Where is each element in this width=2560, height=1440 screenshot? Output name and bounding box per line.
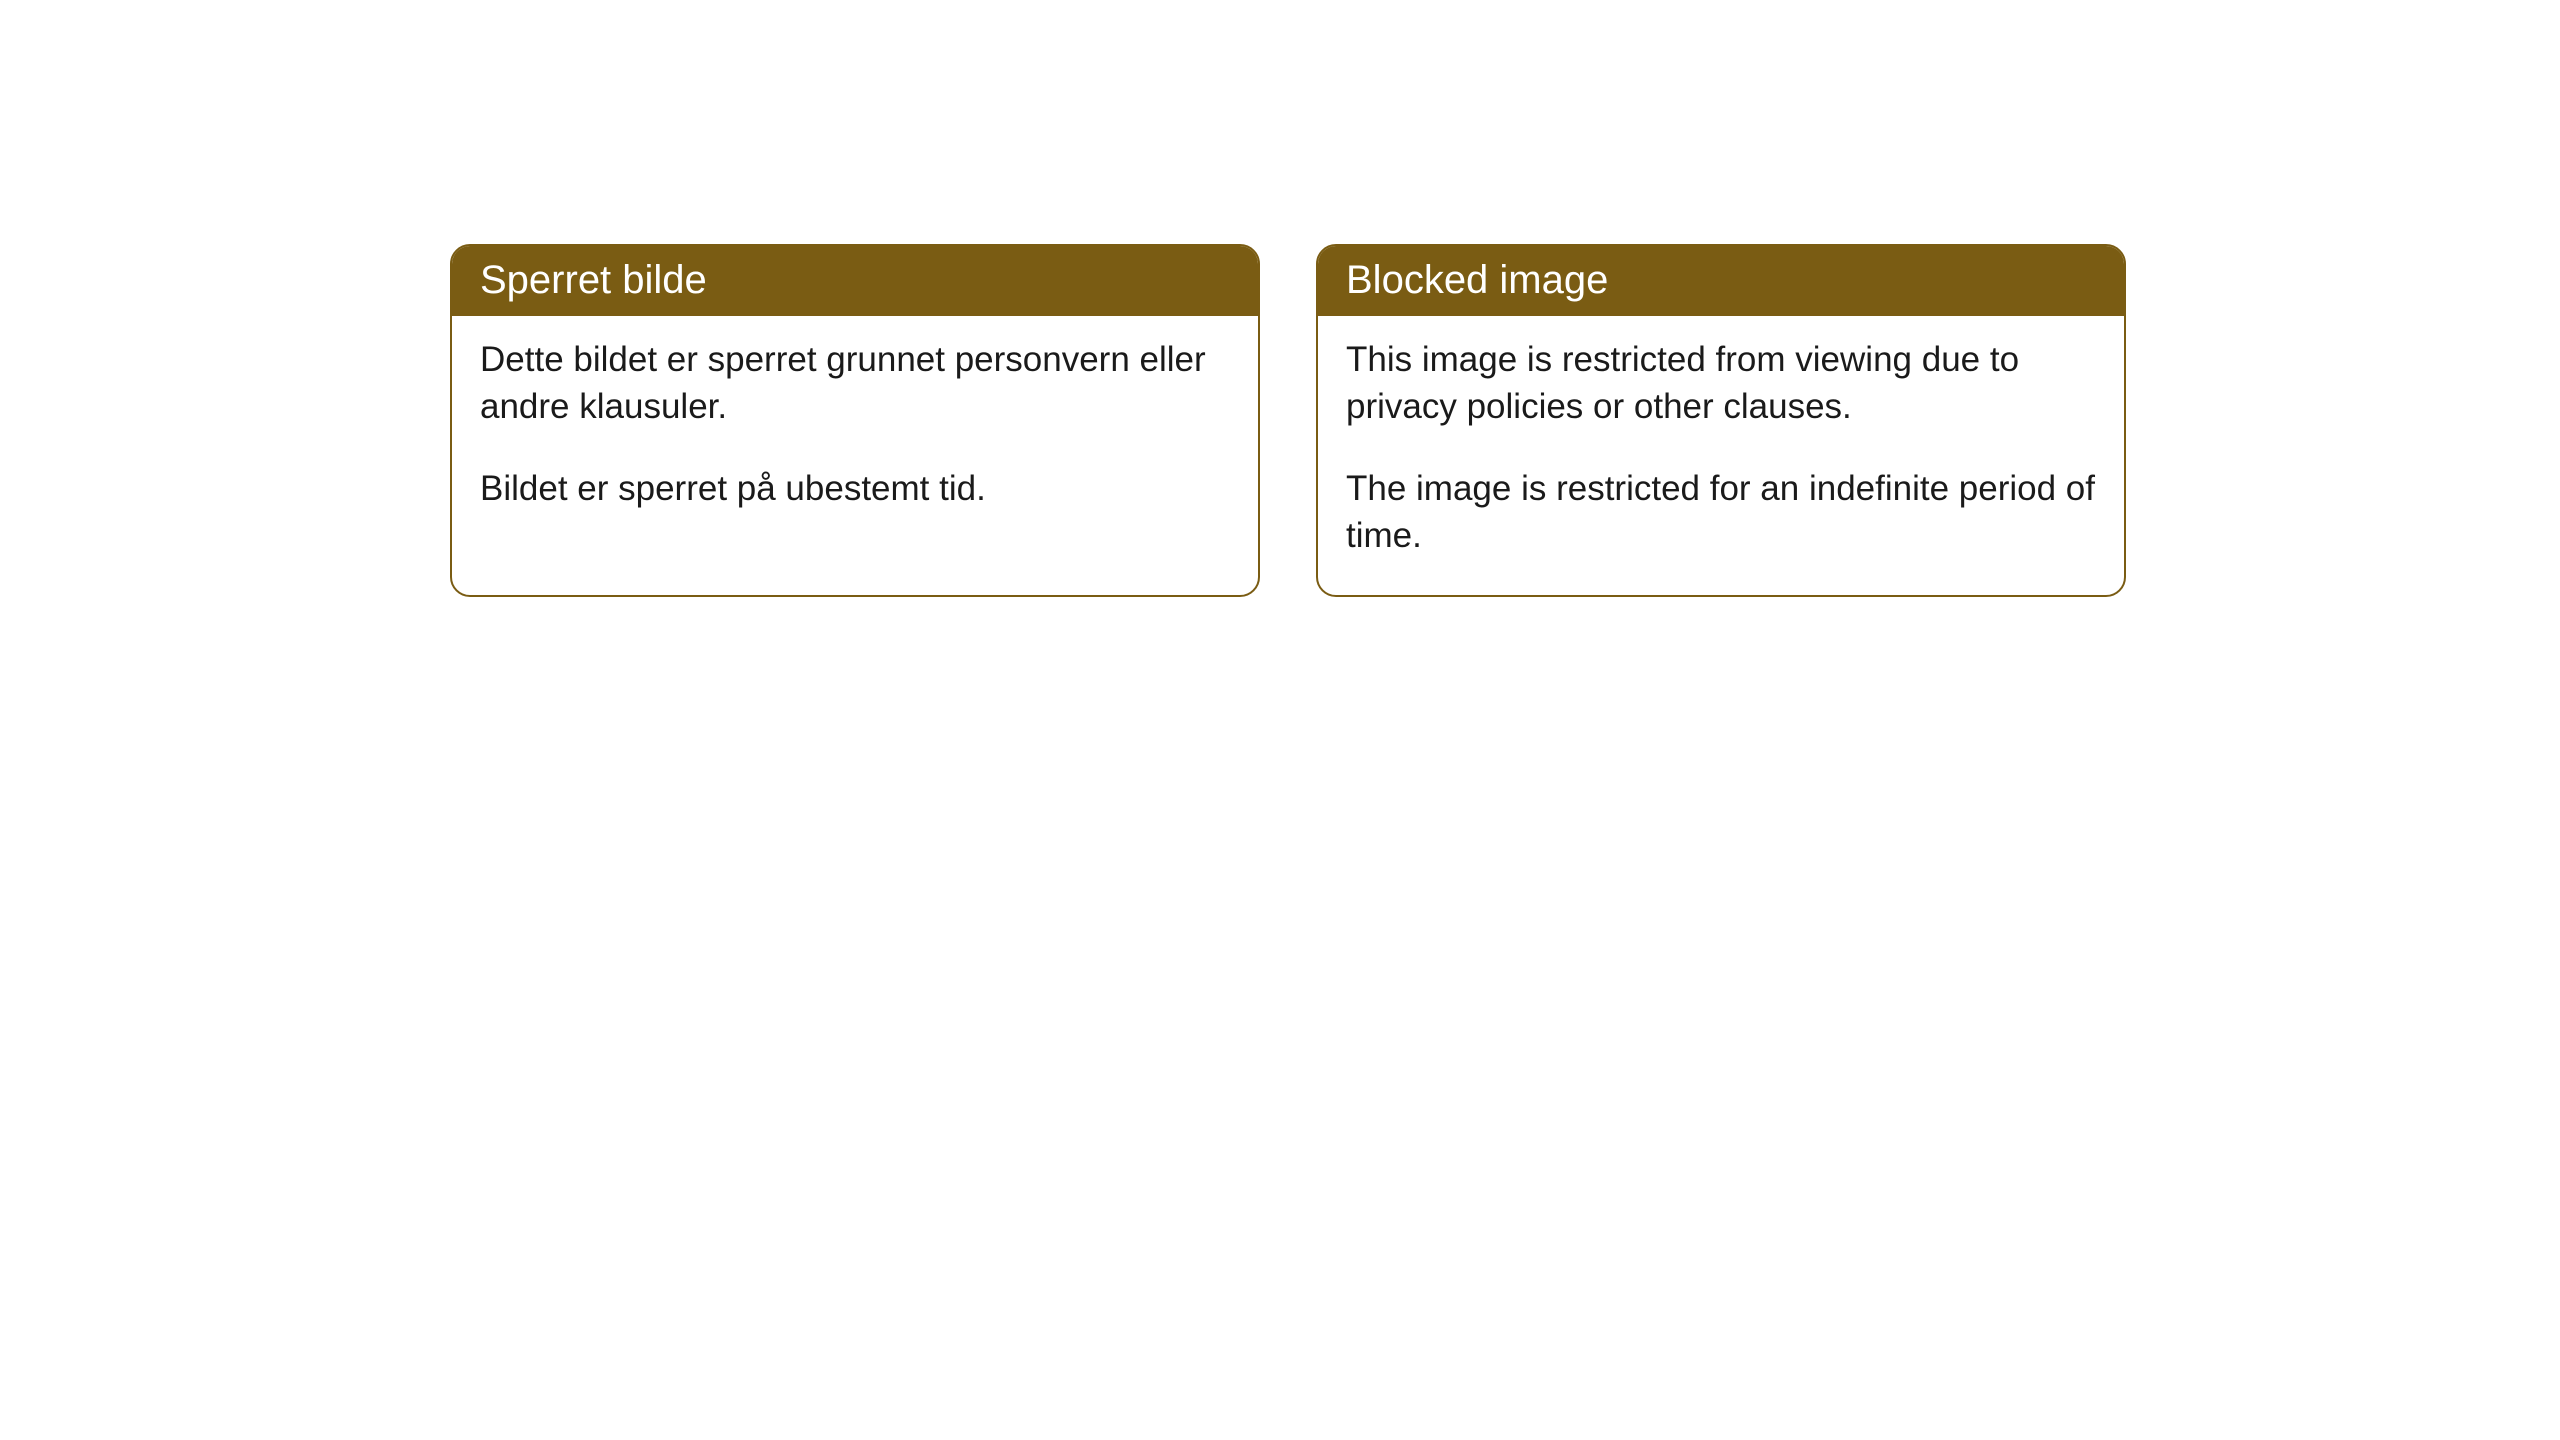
notice-card-english: Blocked image This image is restricted f…: [1316, 244, 2126, 597]
notice-paragraph: The image is restricted for an indefinit…: [1346, 465, 2096, 560]
notice-paragraph: Bildet er sperret på ubestemt tid.: [480, 465, 1230, 512]
notice-header: Sperret bilde: [452, 246, 1258, 316]
notice-header: Blocked image: [1318, 246, 2124, 316]
notice-container: Sperret bilde Dette bildet er sperret gr…: [0, 0, 2560, 597]
notice-body: Dette bildet er sperret grunnet personve…: [452, 316, 1258, 548]
notice-paragraph: Dette bildet er sperret grunnet personve…: [480, 336, 1230, 431]
notice-body: This image is restricted from viewing du…: [1318, 316, 2124, 595]
notice-card-norwegian: Sperret bilde Dette bildet er sperret gr…: [450, 244, 1260, 597]
notice-paragraph: This image is restricted from viewing du…: [1346, 336, 2096, 431]
